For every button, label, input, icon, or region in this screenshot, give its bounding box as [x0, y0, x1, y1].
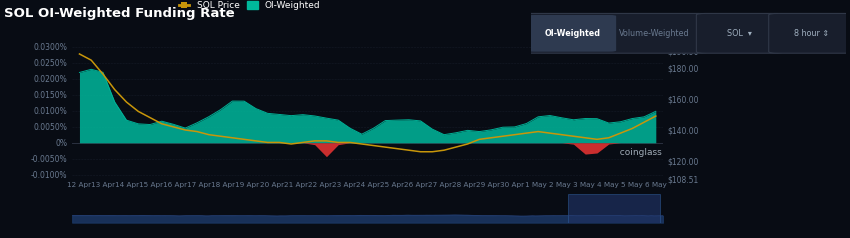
- FancyBboxPatch shape: [569, 194, 660, 223]
- Text: 8 hour ⇕: 8 hour ⇕: [794, 29, 829, 38]
- Text: coinglass: coinglass: [614, 148, 661, 157]
- Legend: SOL Price, OI-Weighted: SOL Price, OI-Weighted: [176, 0, 323, 13]
- Text: OI-Weighted: OI-Weighted: [544, 29, 600, 38]
- FancyBboxPatch shape: [696, 13, 783, 53]
- Text: SOL  ▾: SOL ▾: [728, 29, 752, 38]
- Text: Volume-Weighted: Volume-Weighted: [619, 29, 689, 38]
- Text: SOL OI-Weighted Funding Rate: SOL OI-Weighted Funding Rate: [4, 7, 235, 20]
- FancyBboxPatch shape: [768, 13, 850, 53]
- FancyBboxPatch shape: [528, 15, 616, 52]
- FancyBboxPatch shape: [522, 13, 707, 53]
